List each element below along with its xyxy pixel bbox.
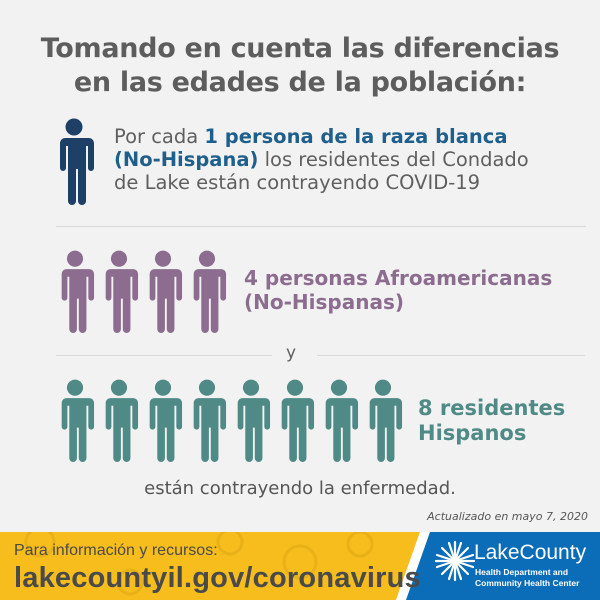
- footer-url-link[interactable]: lakecountyil.gov/coronavirus: [14, 562, 421, 594]
- footer-background: [0, 532, 600, 600]
- person-icon: [368, 379, 403, 462]
- conclusion-text: están contrayendo la enfermedad.: [144, 478, 456, 499]
- african-american-label: 4 personas Afroamericanas (No-Hispanas): [244, 266, 553, 314]
- org-subtitle: Health Department and Community Health C…: [475, 567, 580, 588]
- person-icon: [192, 250, 227, 333]
- lake-county-logo-icon: [434, 540, 476, 582]
- person-icon: [192, 379, 227, 462]
- footer-info-label: Para información y recursos:: [14, 542, 218, 559]
- person-icon: [236, 379, 271, 462]
- updated-date: Actualizado en mayo 7, 2020: [427, 510, 588, 523]
- person-icon: [104, 379, 139, 462]
- page-title: Tomando en cuenta las diferencias en las…: [0, 32, 600, 100]
- footer-banner: Para información y recursos: lakecountyi…: [0, 532, 600, 600]
- hispanic-label: 8 residentes Hispanos: [418, 396, 566, 445]
- divider-left: [56, 355, 272, 356]
- org-name: LakeCounty: [474, 541, 587, 564]
- person-icon: [59, 118, 94, 205]
- person-icon: [60, 250, 95, 333]
- person-icon: [280, 379, 315, 462]
- person-icon: [148, 250, 183, 333]
- title-line-2: en las edades de la población:: [73, 67, 527, 98]
- title-line-1: Tomando en cuenta las diferencias: [40, 33, 560, 64]
- divider: [56, 226, 586, 227]
- divider-right: [317, 355, 585, 356]
- person-icon: [324, 379, 359, 462]
- intro-text: Por cada 1 persona de la raza blanca (No…: [114, 125, 529, 194]
- person-icon: [104, 250, 139, 333]
- person-icon: [60, 379, 95, 462]
- person-icon: [148, 379, 183, 462]
- separator-text: y: [286, 343, 297, 363]
